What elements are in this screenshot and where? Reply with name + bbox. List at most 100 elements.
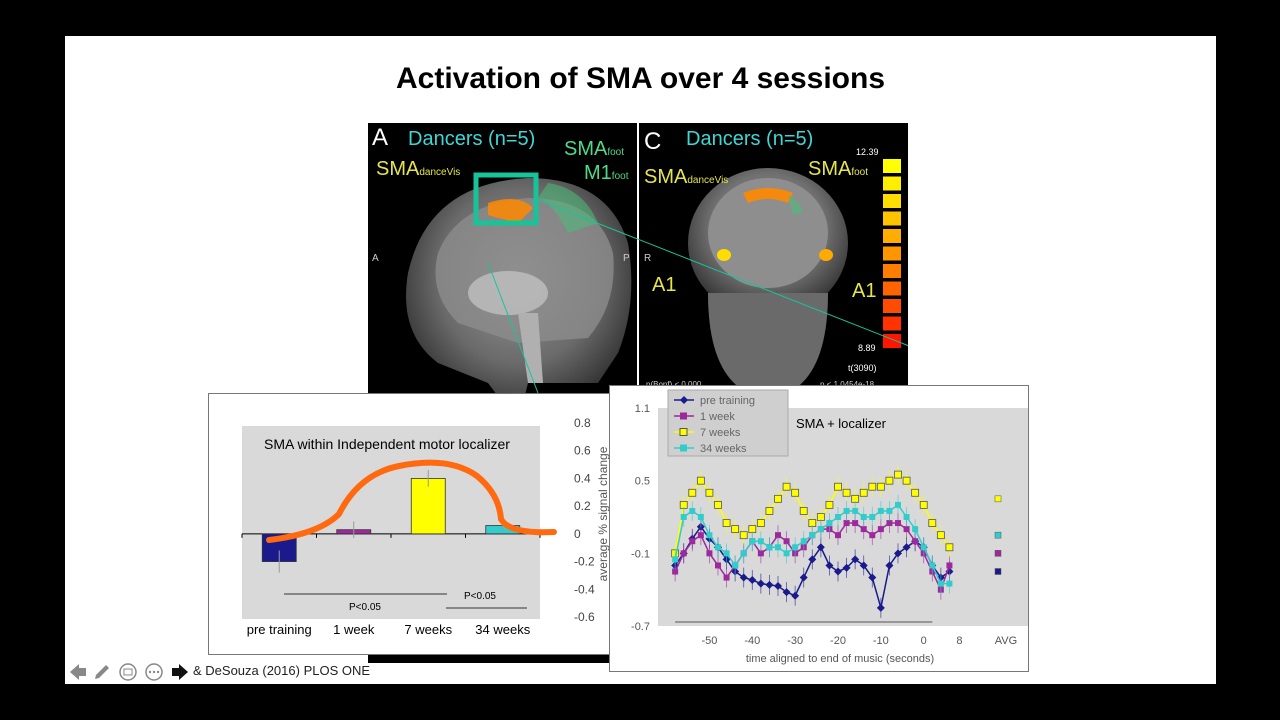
series-point (706, 550, 713, 557)
series-point (851, 555, 860, 564)
series-avg-point (994, 568, 1002, 575)
color-scale-swatch (883, 246, 901, 261)
mri-svg: A Dancers (n=5) SMAdanceVis SMAfoot M1fo… (372, 123, 1009, 423)
series-point (765, 580, 774, 589)
series-point (731, 525, 740, 534)
series-point (715, 544, 721, 551)
series-point (885, 561, 894, 570)
series-point (835, 532, 841, 539)
line-x-tick-label: 8 (956, 635, 962, 647)
series-point (723, 574, 730, 581)
series-point (740, 550, 747, 557)
bar-y-tick-label: 0.4 (574, 471, 591, 485)
series-point (783, 550, 790, 557)
color-scale-swatch (883, 334, 901, 348)
series-point (842, 488, 851, 497)
series-point (783, 538, 790, 545)
series-point (912, 538, 919, 545)
color-scale-swatch (883, 316, 901, 331)
series-point (843, 520, 850, 527)
color-scale-swatch (883, 281, 901, 296)
series-point (723, 550, 730, 557)
series-point (834, 567, 842, 576)
series-point (895, 520, 901, 527)
series-point (886, 520, 893, 527)
series-point (809, 532, 816, 539)
panel-a-group-label: Dancers (n=5) (408, 128, 535, 150)
series-point (775, 532, 781, 539)
color-scale-swatch (883, 229, 901, 243)
line-legend: pre training 1 week 7 weeks 34 weeks (667, 389, 789, 457)
line-x-tick-label: 0 (921, 635, 927, 647)
series-point (697, 514, 704, 520)
series-point (705, 488, 714, 497)
series-point (732, 562, 739, 569)
bar-y-tick-label: 0.2 (574, 499, 591, 513)
line-chart: 1.1 0.5 -0.1 -0.7 -50 -40 -30 -20 -10 0 8 AVG time a… (631, 389, 1028, 665)
slide: Activation of SMA over 4 sessions (65, 36, 1216, 684)
series-point (859, 488, 868, 497)
series-point (749, 538, 756, 545)
series-point (775, 544, 781, 551)
series-point (782, 482, 791, 491)
series-point (706, 532, 713, 539)
series-point (842, 563, 851, 572)
bar-category-label: 1 week (333, 622, 375, 637)
series-point (680, 514, 687, 520)
series-point (852, 520, 859, 527)
series-point (868, 482, 877, 491)
series-point (672, 556, 679, 563)
legend-label: pre training (700, 395, 755, 407)
connector-line-left (487, 262, 539, 394)
legend-marker (680, 444, 687, 452)
series-point (902, 543, 911, 552)
line-x-axis-label: time aligned to end of music (seconds) (746, 653, 934, 665)
panel-a-sma-dancevis: SMAdanceVis (376, 158, 460, 180)
line-x-tick-label: -20 (830, 635, 846, 647)
arrow-left-icon[interactable] (67, 661, 89, 684)
series-point (688, 488, 697, 497)
panel-c-footer-left: p(Bonf) < 0.000 (646, 380, 702, 389)
series-point (860, 526, 867, 533)
panel-c-coronal (688, 168, 848, 393)
bar (410, 478, 446, 535)
series-point (912, 526, 919, 533)
series-point (903, 514, 910, 520)
line-x-tick-label: -50 (701, 635, 717, 647)
series-point (800, 538, 807, 545)
series-point (774, 494, 782, 503)
series-point (843, 507, 850, 514)
bar-y-tick-label: -0.4 (574, 582, 595, 596)
panel-c-sma-dancevis: SMAdanceVis (644, 166, 728, 188)
series-point (860, 514, 867, 520)
legend-marker (679, 428, 688, 436)
more-icon[interactable] (143, 661, 165, 684)
color-scale-swatch (883, 211, 901, 226)
bar-category-label: pre training (247, 622, 312, 637)
bar-chart: SMA within Independent motor localizer pr… (241, 416, 610, 637)
line-y-tick-label: 0.5 (635, 476, 650, 488)
series-point (791, 591, 800, 600)
panel-a-sagittal (406, 172, 632, 423)
series-point (817, 526, 824, 533)
trend-overlay-curve (266, 459, 557, 543)
slides-icon[interactable] (117, 661, 139, 684)
line-y-tick-label: -0.7 (631, 621, 650, 633)
arrow-right-icon[interactable] (169, 661, 191, 684)
pen-icon[interactable] (91, 661, 113, 684)
series-point (868, 573, 877, 582)
panel-a-sma-foot: SMAfoot (564, 138, 624, 160)
panel-c-a1-right: A1 (852, 280, 876, 302)
series-point (766, 544, 773, 551)
series-point (902, 476, 911, 485)
series-point (946, 562, 953, 569)
series-point (928, 519, 937, 527)
line-chart-panel: 1.1 0.5 -0.1 -0.7 -50 -40 -30 -20 -10 0 8 AVG time a… (609, 385, 1029, 672)
series-point (920, 544, 927, 551)
line-chart-title: SMA + localizer (796, 416, 887, 431)
series-point (835, 514, 841, 520)
series-point (672, 568, 679, 575)
series-point (689, 507, 696, 514)
bar-y-tick-label: -0.6 (574, 610, 595, 624)
legend-box (667, 389, 789, 457)
